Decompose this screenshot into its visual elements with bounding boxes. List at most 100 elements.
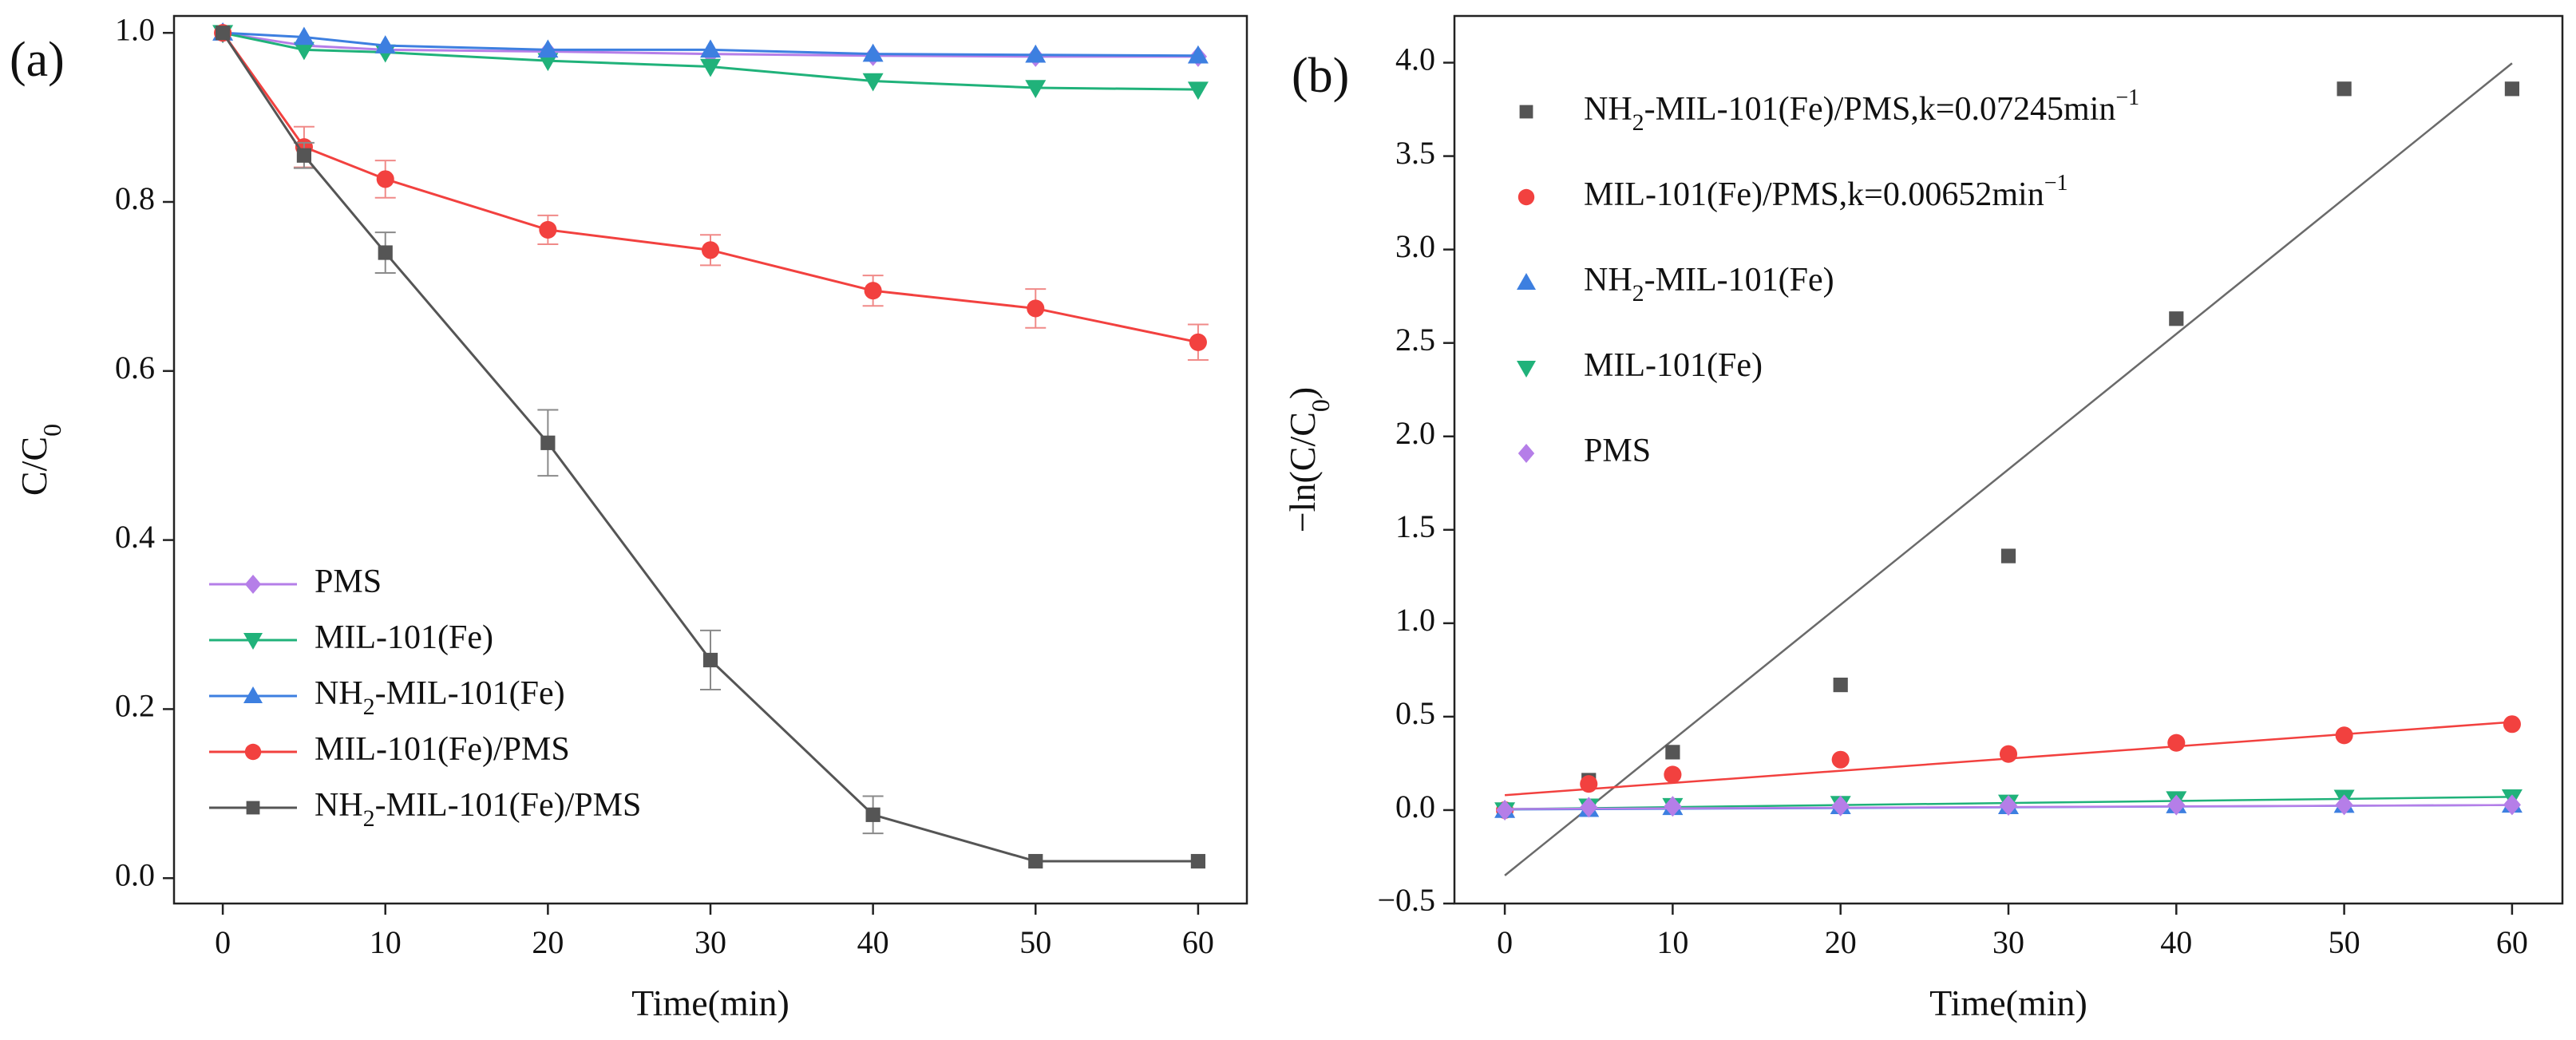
- x-tick-label: 0: [215, 924, 231, 960]
- x-tick-label: 0: [1497, 924, 1513, 960]
- legend-label: MIL-101(Fe)/PMS: [315, 731, 570, 768]
- y-tick-label: 4.0: [1395, 42, 1435, 77]
- data-point: [1664, 765, 1682, 784]
- legend-marker: [1517, 273, 1536, 290]
- data-point: [864, 282, 882, 300]
- legend-label-main: PMS: [1584, 433, 1651, 469]
- data-point: [1190, 853, 1206, 869]
- legend-marker: [1517, 361, 1536, 378]
- series-5: [1496, 794, 2521, 821]
- data-point: [700, 39, 721, 58]
- data-point: [865, 807, 880, 822]
- y-axis-title-sub: 0: [38, 424, 66, 437]
- data-point: [374, 35, 396, 53]
- legend-label-rest: -MIL-101(Fe): [375, 675, 565, 712]
- data-point: [2000, 548, 2016, 563]
- y-axis-title-main: C/C: [14, 437, 54, 496]
- legend-item: NH2-MIL-101(Fe): [1517, 262, 1834, 306]
- legend-label: NH2-MIL-101(Fe): [315, 675, 565, 721]
- legend-item: MIL-101(Fe)/PMS: [209, 731, 570, 768]
- data-point: [1580, 797, 1598, 818]
- y-tick-label: 0.8: [115, 180, 155, 216]
- legend-label-main: MIL-101(Fe): [315, 619, 493, 656]
- data-point: [862, 73, 884, 92]
- legend-label-main: NH: [1584, 262, 1632, 299]
- y-tick-label: −0.5: [1377, 882, 1435, 918]
- y-tick-label: 1.5: [1395, 508, 1435, 544]
- legend-marker: [244, 743, 262, 761]
- x-tick-label: 30: [694, 924, 726, 960]
- data-point: [2335, 726, 2353, 745]
- series-line: [221, 32, 1198, 863]
- legend-label-sub: 2: [1632, 109, 1644, 136]
- legend: NH2-MIL-101(Fe)/PMS,k=0.07245min−1 MIL-10…: [1517, 85, 2139, 469]
- series-2: [212, 25, 1209, 101]
- data-point: [2504, 81, 2520, 97]
- legend-marker: [1519, 105, 1533, 119]
- panel-label: (b): [1292, 49, 1349, 103]
- legend-label-sup: −1: [2044, 171, 2068, 196]
- legend-label-sup: −1: [2115, 85, 2139, 110]
- plot-frame: [172, 14, 1248, 905]
- legend-label: NH2-MIL-101(Fe)/PMS: [315, 787, 641, 832]
- legend-label-main: MIL-101(Fe)/PMS: [315, 731, 570, 768]
- legend-label-main: NH: [315, 675, 363, 712]
- x-tick-label: 30: [1992, 924, 2024, 960]
- y-tick-label: 3.0: [1395, 228, 1435, 264]
- series-2: [1496, 715, 2521, 819]
- data-point: [378, 245, 393, 260]
- legend-label-main: NH: [315, 787, 363, 824]
- legend-item: MIL-101(Fe)/PMS,k=0.00652min−1: [1518, 171, 2068, 213]
- data-point: [1189, 333, 1207, 351]
- chart-panel-b: (b)0 10 20 30 40 50 60−0.50.00.51.01.52.02.53.…: [1282, 14, 2564, 1023]
- y-tick-label: 1.0: [1395, 602, 1435, 638]
- legend-label-sub: 2: [1632, 280, 1644, 306]
- chart-panel-a: (a)0 10 20 30 40 50 600.00.20.40.60.81.0Time(m…: [10, 11, 1248, 1023]
- y-axis-title-end: ): [1282, 387, 1323, 399]
- data-point: [1187, 45, 1209, 64]
- legend-marker: [1518, 444, 1535, 463]
- x-axis-title: Time(min): [631, 983, 789, 1023]
- data-point: [1665, 745, 1680, 760]
- legend-label-main: PMS: [315, 563, 382, 600]
- data-point: [2503, 794, 2521, 816]
- data-point: [540, 435, 556, 450]
- y-tick-label: 1.0: [115, 11, 155, 47]
- data-point: [1831, 795, 1850, 817]
- y-axis-title: −ln(C/C0): [1282, 387, 1335, 533]
- legend-marker: [243, 633, 263, 650]
- x-tick-label: 50: [2329, 924, 2360, 960]
- legend-label: NH2-MIL-101(Fe)/PMS,k=0.07245min−1: [1584, 85, 2139, 136]
- legend-label: PMS: [315, 563, 382, 600]
- data-point: [2335, 794, 2353, 816]
- data-point: [1999, 745, 2018, 763]
- data-point: [2167, 794, 2186, 816]
- x-tick-label: 20: [532, 924, 564, 960]
- data-point: [702, 652, 718, 668]
- data-point: [701, 241, 720, 259]
- legend-item: PMS: [1518, 433, 1651, 469]
- data-point: [215, 26, 231, 41]
- legend-label-sub: 2: [363, 805, 375, 832]
- data-point: [539, 220, 557, 239]
- data-point: [2167, 734, 2186, 752]
- x-tick-label: 50: [1019, 924, 1051, 960]
- data-point: [1027, 299, 1045, 318]
- x-tick-label: 60: [2496, 924, 2528, 960]
- legend: PMSMIL-101(Fe)NH2-MIL-101(Fe)MIL-101(Fe)…: [209, 563, 641, 832]
- data-point: [700, 58, 721, 77]
- panel-label: (a): [10, 33, 65, 87]
- legend-label-main: MIL-101(Fe): [1584, 347, 1763, 384]
- legend-marker: [243, 686, 263, 703]
- data-point: [1025, 44, 1047, 63]
- y-tick-label: 0.0: [1395, 789, 1435, 824]
- x-tick-label: 10: [370, 924, 402, 960]
- legend-label-rest: -MIL-101(Fe): [1644, 262, 1834, 299]
- legend-marker: [246, 801, 260, 815]
- series-line: [223, 31, 1198, 57]
- legend-label-main: NH: [1584, 91, 1632, 128]
- legend-marker: [244, 575, 262, 594]
- data-point: [1580, 775, 1598, 793]
- y-tick-label: 0.6: [115, 350, 155, 386]
